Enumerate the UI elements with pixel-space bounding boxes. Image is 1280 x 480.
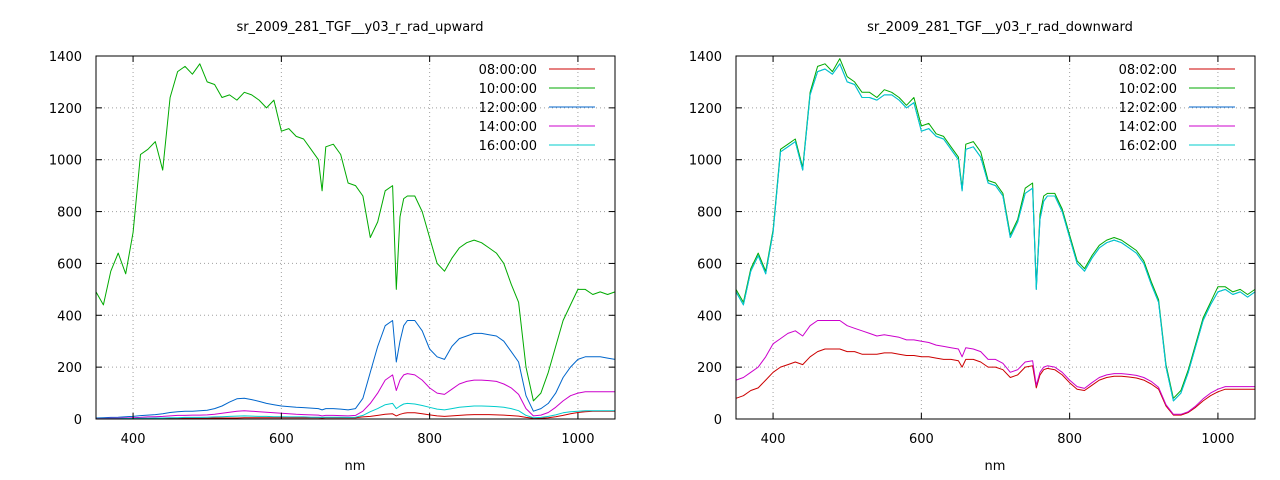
chart-title: sr_2009_281_TGF__y03_r_rad_upward bbox=[236, 20, 483, 35]
y-tick-label: 600 bbox=[697, 257, 722, 272]
y-tick-label: 1400 bbox=[49, 50, 82, 65]
x-tick-label: 1000 bbox=[561, 432, 594, 447]
y-tick-label: 800 bbox=[697, 206, 722, 221]
x-tick-label: 600 bbox=[269, 432, 294, 447]
y-tick-label: 0 bbox=[714, 413, 722, 428]
x-tick-label: 800 bbox=[417, 432, 442, 447]
chart-downward: sr_2009_281_TGF__y03_r_rad_downward nm 4… bbox=[689, 20, 1256, 474]
y-tick-label: 400 bbox=[57, 309, 82, 324]
chart-upward: sr_2009_281_TGF__y03_r_rad_upward nm 400… bbox=[49, 20, 616, 474]
x-tick-label: 600 bbox=[909, 432, 934, 447]
x-tick-label: 800 bbox=[1057, 432, 1082, 447]
y-tick-label: 1400 bbox=[689, 50, 722, 65]
series-line-14:02:00 bbox=[735, 320, 1255, 415]
plot-frame bbox=[735, 55, 1256, 420]
y-tick-label: 0 bbox=[74, 413, 82, 428]
series-line-08:00:00 bbox=[96, 410, 615, 420]
legend-label: 16:02:00 bbox=[1119, 139, 1177, 154]
series-line-12:02:00 bbox=[735, 63, 1256, 402]
legend-label: 16:00:00 bbox=[479, 139, 537, 154]
x-tick-label: 1000 bbox=[1201, 432, 1234, 447]
legend-label: 10:02:00 bbox=[1119, 82, 1177, 97]
legend-label: 12:00:00 bbox=[479, 101, 537, 116]
y-tick-label: 1000 bbox=[49, 154, 82, 169]
legend-label: 12:02:00 bbox=[1119, 101, 1177, 116]
y-tick-label: 600 bbox=[57, 257, 82, 272]
y-tick-label: 400 bbox=[697, 309, 722, 324]
y-tick-label: 1200 bbox=[689, 102, 722, 117]
series-line-12:00:00 bbox=[95, 320, 616, 419]
legend-label: 08:00:00 bbox=[479, 63, 537, 78]
x-tick-label: 400 bbox=[761, 432, 786, 447]
legend-label: 14:02:00 bbox=[1119, 120, 1177, 135]
series-line-08:02:00 bbox=[735, 348, 1255, 416]
legend-label: 08:02:00 bbox=[1119, 63, 1177, 78]
legend-label: 10:00:00 bbox=[479, 82, 537, 97]
y-tick-label: 800 bbox=[57, 206, 82, 221]
chart-title: sr_2009_281_TGF__y03_r_rad_downward bbox=[867, 20, 1133, 35]
y-tick-label: 200 bbox=[697, 361, 722, 376]
y-tick-label: 1000 bbox=[689, 154, 722, 169]
plot-frame bbox=[95, 55, 616, 420]
y-tick-label: 200 bbox=[57, 361, 82, 376]
legend-label: 14:00:00 bbox=[479, 120, 537, 135]
series-line-16:00:00 bbox=[96, 402, 615, 420]
y-tick-label: 1200 bbox=[49, 102, 82, 117]
series-line-10:02:00 bbox=[735, 58, 1256, 399]
x-axis-label: nm bbox=[985, 459, 1006, 474]
x-axis-label: nm bbox=[345, 459, 366, 474]
series-line-14:00:00 bbox=[96, 373, 615, 419]
series-line-10:00:00 bbox=[95, 63, 616, 402]
x-tick-label: 400 bbox=[121, 432, 146, 447]
series-line-16:02:00 bbox=[735, 63, 1256, 402]
